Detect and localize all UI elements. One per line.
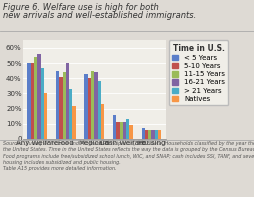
Bar: [144, 130, 148, 139]
Text: new arrivals and well-established immigrants.: new arrivals and well-established immigr…: [3, 11, 195, 20]
Bar: [119, 122, 122, 139]
Bar: [56, 71, 59, 139]
Legend: < 5 Years, 5-10 Years, 11-15 Years, 16-21 Years, > 21 Years, Natives: < 5 Years, 5-10 Years, 11-15 Years, 16-2…: [168, 40, 228, 105]
Bar: [154, 130, 157, 139]
Bar: [66, 63, 69, 139]
Bar: [129, 125, 132, 139]
Bar: [87, 78, 91, 139]
Bar: [97, 81, 101, 139]
Bar: [113, 115, 116, 139]
Bar: [34, 57, 37, 139]
Bar: [40, 68, 44, 139]
Bar: [122, 122, 126, 139]
Bar: [91, 71, 94, 139]
Bar: [44, 93, 47, 139]
Bar: [157, 130, 161, 139]
Bar: [101, 104, 104, 139]
Bar: [69, 89, 72, 139]
Bar: [84, 74, 87, 139]
Bar: [62, 72, 66, 139]
Bar: [126, 119, 129, 139]
Bar: [148, 130, 151, 139]
Text: Sources: Survey of Income and Program Participation, 2012 data. Households class: Sources: Survey of Income and Program Pa…: [3, 141, 254, 171]
Bar: [72, 106, 75, 139]
Bar: [59, 77, 62, 139]
Bar: [141, 128, 144, 139]
Bar: [37, 54, 40, 139]
Bar: [151, 130, 154, 139]
Bar: [116, 122, 119, 139]
Bar: [27, 63, 30, 139]
Text: Figure 6. Welfare use is high for both: Figure 6. Welfare use is high for both: [3, 3, 158, 12]
Bar: [30, 63, 34, 139]
Bar: [94, 72, 97, 139]
